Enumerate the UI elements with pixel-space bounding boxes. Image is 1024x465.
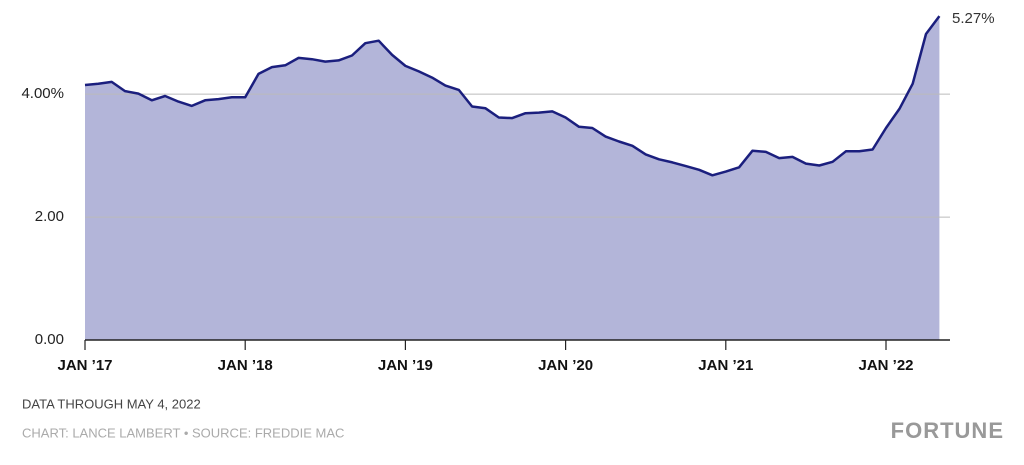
x-tick-label: JAN ’20 xyxy=(538,357,593,374)
end-label: 5.27% xyxy=(952,10,995,27)
y-tick-label: 2.00 xyxy=(35,208,64,225)
x-tick-label: JAN ’19 xyxy=(378,357,433,374)
line xyxy=(84,15,941,177)
y-tick-label: 0.00 xyxy=(35,331,64,348)
footer-note: DATA THROUGH MAY 4, 2022 xyxy=(22,396,201,411)
footer-credit: CHART: LANCE LAMBERT • SOURCE: FREDDIE M… xyxy=(22,425,344,440)
x-tick-label: JAN ’18 xyxy=(218,357,273,374)
y-tick-label: 4.00% xyxy=(21,85,64,102)
area xyxy=(85,16,940,340)
x-tick-label: JAN ’22 xyxy=(858,357,913,374)
x-tick-label: JAN ’21 xyxy=(698,357,753,374)
brand: FORTUNE xyxy=(891,418,1004,443)
x-tick-label: JAN ’17 xyxy=(57,357,112,374)
